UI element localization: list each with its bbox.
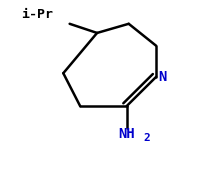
Text: N: N — [158, 70, 167, 84]
Text: i-Pr: i-Pr — [21, 8, 53, 21]
Text: 2: 2 — [143, 133, 150, 143]
Text: NH: NH — [118, 127, 135, 141]
